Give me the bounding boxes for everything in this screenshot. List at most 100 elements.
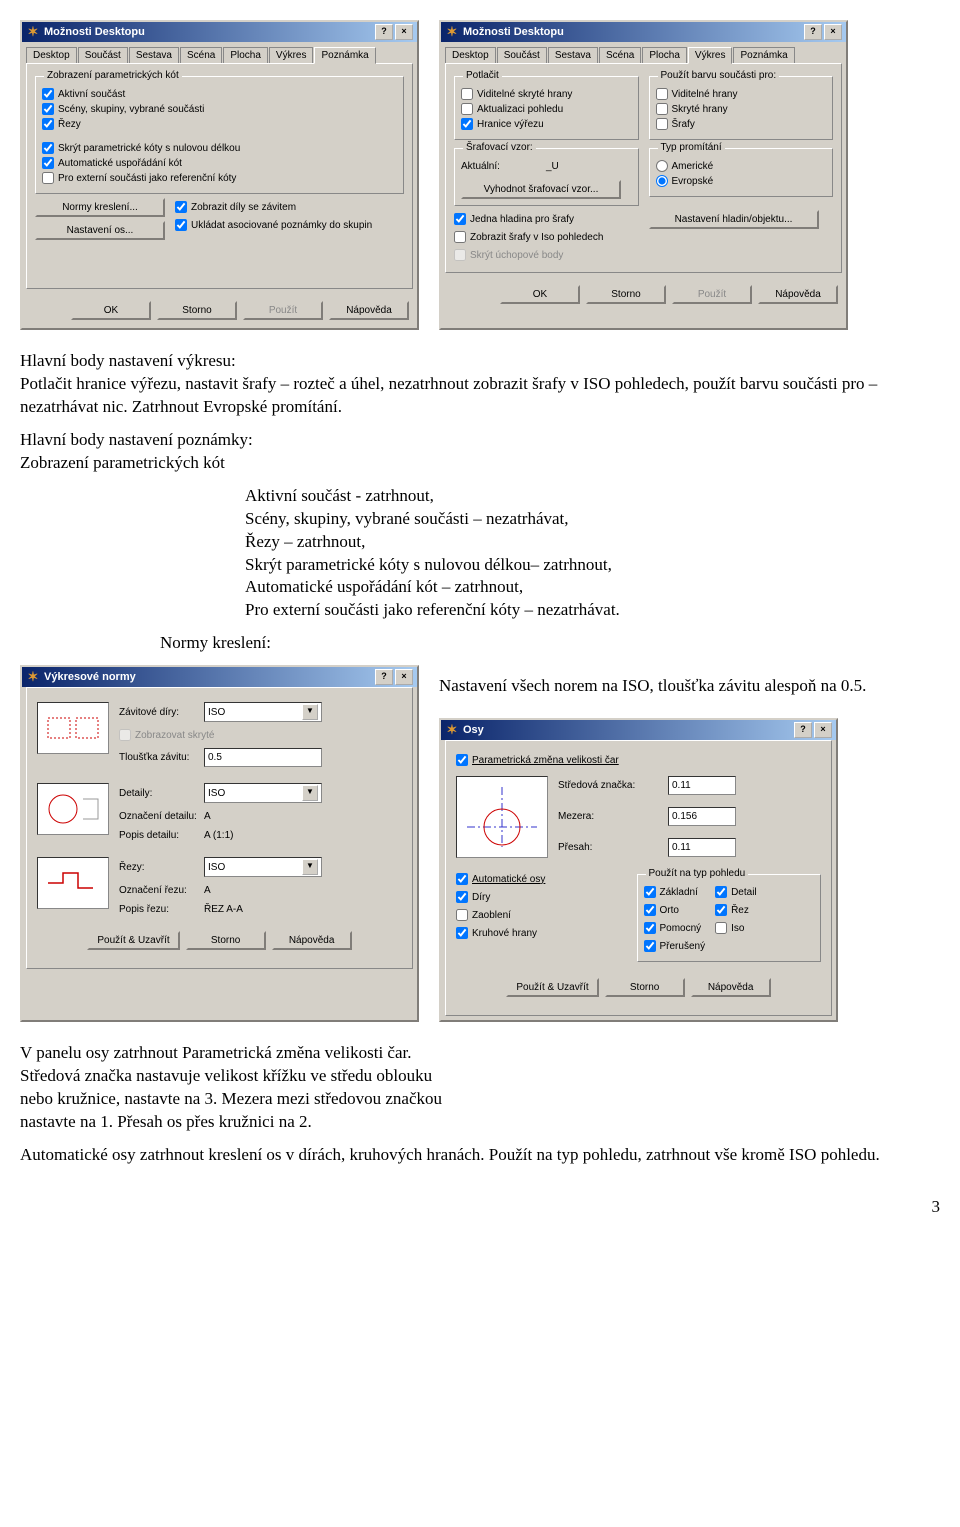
btn-storno[interactable]: Storno xyxy=(186,931,266,950)
apply-button[interactable]: Použít xyxy=(243,301,323,320)
cb-zakladni[interactable] xyxy=(644,886,656,898)
radio-evropske[interactable] xyxy=(656,175,668,187)
cb-zobrazitiso[interactable] xyxy=(454,231,466,243)
tab-plocha[interactable]: Plocha xyxy=(223,47,268,64)
dialog-vykres: ✶ Možnosti Desktopu ? × Desktop Součást … xyxy=(439,20,848,330)
close-icon[interactable]: × xyxy=(395,669,413,685)
btn-pouzit[interactable]: Použít & Uzavřít xyxy=(506,978,598,997)
paragraph: Automatické osy zatrhnout kreslení os v … xyxy=(20,1144,940,1167)
paragraph: Hlavní body nastavení výkresu: Potlačit … xyxy=(20,350,940,419)
help-icon[interactable]: ? xyxy=(375,24,393,40)
group-label: Šrafovací vzor: xyxy=(463,142,536,153)
tab-sestava[interactable]: Sestava xyxy=(548,47,598,64)
cb-jednahladina[interactable] xyxy=(454,213,466,225)
title: Možnosti Desktopu xyxy=(44,26,145,38)
cb-externi[interactable] xyxy=(42,172,54,184)
cb-rezy[interactable] xyxy=(42,118,54,130)
app-icon: ✶ xyxy=(26,25,40,39)
titlebar: ✶ Možnosti Desktopu ? × xyxy=(441,22,846,42)
group-label: Použít barvu součásti pro: xyxy=(658,70,780,81)
titlebar: ✶ Možnosti Desktopu ? × xyxy=(22,22,417,42)
ok-button[interactable]: OK xyxy=(500,285,580,304)
cb-zaobleni[interactable] xyxy=(456,909,468,921)
btn-napoveda[interactable]: Nápověda xyxy=(691,978,771,997)
tab-plocha[interactable]: Plocha xyxy=(642,47,687,64)
cb-vidhrany[interactable] xyxy=(656,88,668,100)
tab-vykres[interactable]: Výkres xyxy=(269,47,314,64)
cb-pomocny[interactable] xyxy=(644,922,656,934)
cb-zobrazovatskryte xyxy=(119,729,131,741)
select-rezy[interactable]: ISO▼ xyxy=(204,857,322,877)
radio-americke[interactable] xyxy=(656,160,668,172)
cb-aktivni[interactable] xyxy=(42,88,54,100)
cb-sceny[interactable] xyxy=(42,103,54,115)
close-icon[interactable]: × xyxy=(395,24,413,40)
close-icon[interactable]: × xyxy=(814,722,832,738)
cb-preruseny[interactable] xyxy=(644,940,656,952)
cb-orto[interactable] xyxy=(644,904,656,916)
cb-hranice[interactable] xyxy=(461,118,473,130)
select-zavit[interactable]: ISO▼ xyxy=(204,702,322,722)
help-button[interactable]: Nápověda xyxy=(329,301,409,320)
close-icon[interactable]: × xyxy=(824,24,842,40)
cb-ukladat[interactable] xyxy=(175,219,187,231)
btn-hladiny[interactable]: Nastavení hladin/objektu... xyxy=(649,210,819,229)
btn-storno[interactable]: Storno xyxy=(605,978,685,997)
cb-skryt[interactable] xyxy=(42,142,54,154)
select-detaily[interactable]: ISO▼ xyxy=(204,783,322,803)
cancel-button[interactable]: Storno xyxy=(586,285,666,304)
tab-soucast[interactable]: Součást xyxy=(78,47,128,64)
cb-autoosy[interactable] xyxy=(456,873,468,885)
group-srafy: Šrafovací vzor: Aktuální:_U Vyhodnot šra… xyxy=(454,148,639,206)
title: Možnosti Desktopu xyxy=(463,26,564,38)
cb-iso[interactable] xyxy=(715,922,727,934)
input-mezera[interactable] xyxy=(668,807,736,826)
cb-kruhove[interactable] xyxy=(456,927,468,939)
tab-vykres[interactable]: Výkres xyxy=(688,47,733,64)
help-icon[interactable]: ? xyxy=(375,669,393,685)
cb-diry[interactable] xyxy=(456,891,468,903)
tab-sestava[interactable]: Sestava xyxy=(129,47,179,64)
tab-poznamka[interactable]: Poznámka xyxy=(733,47,794,64)
btn-nastaveni-os[interactable]: Nastavení os... xyxy=(35,221,165,240)
cb-auto[interactable] xyxy=(42,157,54,169)
cb-skrytehrany[interactable] xyxy=(656,103,668,115)
help-button[interactable]: Nápověda xyxy=(758,285,838,304)
cb-vidskryte[interactable] xyxy=(461,88,473,100)
apply-button[interactable]: Použít xyxy=(672,285,752,304)
group-label: Typ promítání xyxy=(658,142,725,153)
paragraph: Nastavení všech norem na ISO, tloušťka z… xyxy=(439,675,940,698)
input-tloustka[interactable] xyxy=(204,748,322,767)
btn-srafvzor[interactable]: Vyhodnot šrafovací vzor... xyxy=(461,180,621,199)
btn-pouzit[interactable]: Použít & Uzavřít xyxy=(87,931,179,950)
tab-poznamka[interactable]: Poznámka xyxy=(314,47,375,64)
btn-napoveda[interactable]: Nápověda xyxy=(272,931,352,950)
group-potlacit: Potlačit Viditelné skryté hrany Aktualiz… xyxy=(454,76,639,140)
cb-srafy[interactable] xyxy=(656,118,668,130)
preview-detail xyxy=(37,783,109,835)
cancel-button[interactable]: Storno xyxy=(157,301,237,320)
cb-detail[interactable] xyxy=(715,886,727,898)
cb-zavitem[interactable] xyxy=(175,201,187,213)
tab-desktop[interactable]: Desktop xyxy=(445,47,496,64)
group-zobrazeni: Zobrazení parametrických kót Aktivní sou… xyxy=(35,76,404,194)
help-icon[interactable]: ? xyxy=(804,24,822,40)
paragraph: V panelu osy zatrhnout Parametrická změn… xyxy=(20,1042,450,1134)
title: Osy xyxy=(463,724,484,736)
tab-soucast[interactable]: Součást xyxy=(497,47,547,64)
input-stredova[interactable] xyxy=(668,776,736,795)
btn-normy[interactable]: Normy kreslení... xyxy=(35,198,165,217)
input-presah[interactable] xyxy=(668,838,736,857)
tab-desktop[interactable]: Desktop xyxy=(26,47,77,64)
page-number: 3 xyxy=(20,1197,940,1217)
ok-button[interactable]: OK xyxy=(71,301,151,320)
cb-rez[interactable] xyxy=(715,904,727,916)
tabs: Desktop Součást Sestava Scéna Plocha Výk… xyxy=(441,42,846,63)
titlebar: ✶ Výkresové normy ? × xyxy=(22,667,417,687)
cb-aktualizaci[interactable] xyxy=(461,103,473,115)
cb-parametricka[interactable] xyxy=(456,754,468,766)
tab-scena[interactable]: Scéna xyxy=(599,47,641,64)
tab-scena[interactable]: Scéna xyxy=(180,47,222,64)
group-label: Zobrazení parametrických kót xyxy=(44,70,182,81)
help-icon[interactable]: ? xyxy=(794,722,812,738)
